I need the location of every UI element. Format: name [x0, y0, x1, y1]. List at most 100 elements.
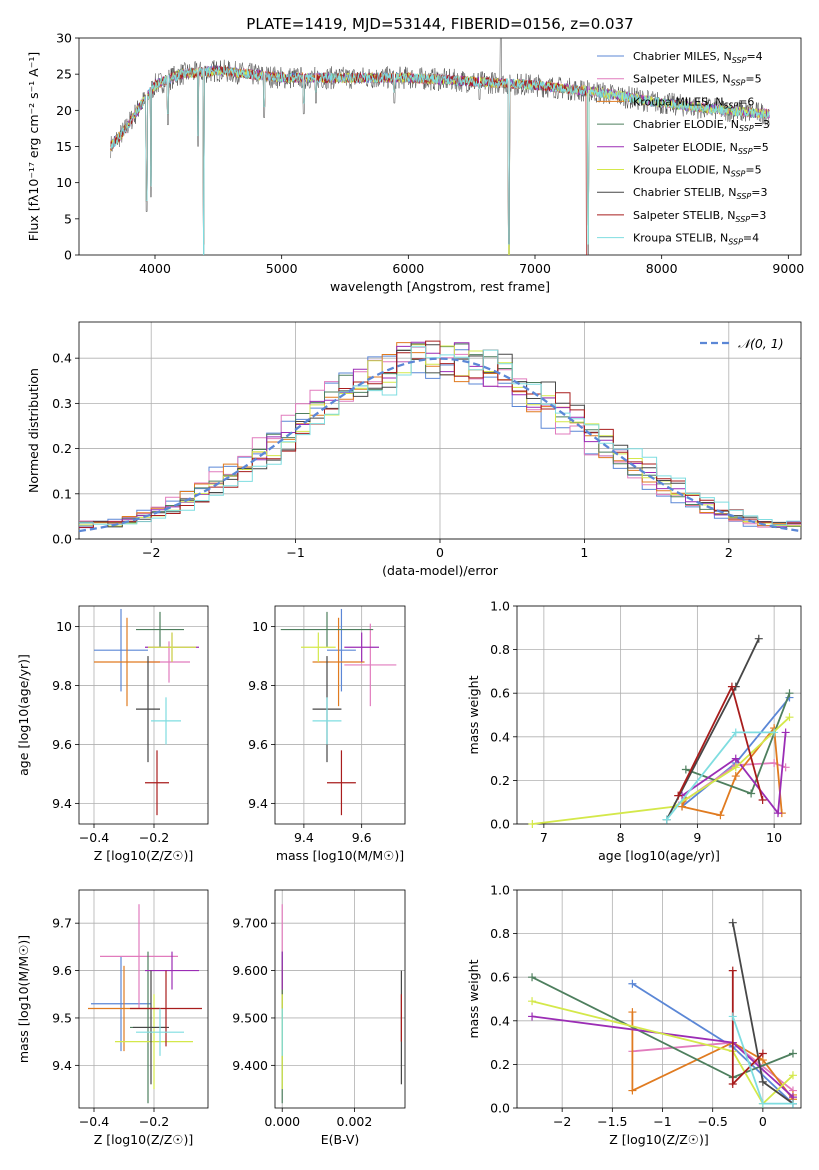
legend-entry: Chabrier STELIB, NSSP=3: [633, 186, 767, 201]
y-tick-label: 25: [56, 67, 72, 82]
normal-curve-line: [78, 357, 802, 533]
weight-series-line: [532, 716, 791, 825]
x-tick-label: 2: [725, 545, 733, 560]
mass_vs_EBV-axes: 0.000 0.002 9.400 9.500 9.600 9.700 E(B-V): [232, 889, 406, 1147]
x-tick-label: −0.5: [698, 1114, 728, 1129]
weight-point-marker: [716, 811, 725, 820]
y-tick-label: 0.1: [52, 486, 72, 501]
axes-frame: [516, 605, 802, 825]
y-tick-label: 0.3: [52, 396, 72, 411]
x-tick-label: −1: [653, 1114, 671, 1129]
weight-series-line: [531, 1000, 794, 1106]
y-tick-label: 0.4: [490, 729, 510, 744]
y-tick-label: 0.8: [490, 642, 510, 657]
weight-point-marker: [728, 1012, 737, 1021]
legend-entry-value: =5: [745, 164, 761, 177]
axes-frame: [274, 605, 406, 825]
y-axis-label: Flux [fλ10⁻¹⁷ erg cm⁻² s⁻¹ A⁻¹]: [26, 52, 41, 241]
weight-series-line: [681, 732, 787, 816]
x-tick-label: 10: [766, 830, 782, 845]
y-tick-label: 9.4: [52, 1058, 72, 1073]
legend-entry: Salpeter STELIB, NSSP=3: [633, 209, 766, 224]
y-axis-label: mass weight: [466, 959, 481, 1038]
legend-entry-sub: SSP: [723, 101, 738, 110]
legend-entry: Kroupa MILES, NSSP=6: [633, 95, 754, 110]
legend-entry-label: Salpeter MILES, N: [633, 73, 731, 86]
x-tick-label: 9: [693, 830, 701, 845]
x-tick-label: 6000: [392, 261, 424, 276]
weight-point-marker: [681, 765, 690, 774]
x-tick-label: 8000: [646, 261, 678, 276]
y-tick-label: 9.5: [52, 1010, 72, 1025]
y-tick-label: 9.8: [248, 678, 268, 693]
x-tick-label: −0.2: [139, 1114, 169, 1129]
legend-entry-value: =4: [743, 232, 759, 245]
legend-entry-sub: SSP: [739, 124, 754, 133]
weight-point-marker: [770, 728, 779, 737]
y-tick-label: 0.4: [490, 1013, 510, 1028]
weight-point-marker: [628, 1086, 637, 1095]
x-tick-label: 8: [617, 830, 625, 845]
weight-point-marker: [528, 997, 537, 1006]
weight-point-marker: [674, 791, 683, 800]
y-tick-label: 0.0: [52, 532, 72, 547]
legend-entry-sub: SSP: [735, 215, 750, 224]
x-tick-label: 9.6: [352, 830, 372, 845]
x-tick-label: 0: [759, 1114, 767, 1129]
y-tick-label: 10: [56, 619, 72, 634]
weight-point-marker: [747, 789, 756, 798]
y-tick-label: 30: [56, 31, 72, 46]
weight-point-marker: [727, 682, 736, 691]
y-axis-label: mass [log10(M/M☉)]: [16, 935, 31, 1063]
histogram-series-line: [79, 346, 801, 526]
mass_vs_Z-axes: −0.4 −0.2 9.4 9.5 9.6 9.7 Z [log10(Z/Z☉)] mass …: [16, 889, 209, 1147]
y-tick-label: 9.700: [232, 916, 268, 931]
y-tick-label: 0.2: [490, 773, 510, 788]
axes-frame: [516, 889, 802, 1109]
x-tick-label: −1: [286, 545, 304, 560]
x-tick-label: 0: [436, 545, 444, 560]
x-tick-label: 5000: [266, 261, 298, 276]
y-tick-label: 9.4: [248, 796, 268, 811]
weight_vs_Z-axes: −2 −1.5 −1 −0.5 0 0.0 0.2 0.4 0.6 0.8 1.0 Z [log10(…: [466, 883, 802, 1147]
y-tick-label: 9.6: [52, 737, 72, 752]
weight-point-marker: [788, 1071, 797, 1080]
weight-point-marker: [773, 809, 782, 818]
weight-point-marker: [758, 1049, 767, 1058]
y-tick-label: 0.6: [490, 686, 510, 701]
x-axis-label: Z [log10(Z/Z☉)]: [94, 1132, 194, 1147]
legend-entry: Kroupa STELIB, NSSP=4: [633, 232, 759, 247]
y-tick-label: 0.2: [490, 1057, 510, 1072]
weight-point-marker: [728, 966, 737, 975]
legend-entry: Salpeter ELODIE, NSSP=5: [633, 141, 769, 156]
y-tick-label: 9.6: [52, 963, 72, 978]
weight-point-marker: [758, 1099, 767, 1108]
axes-frame: [78, 37, 802, 256]
y-tick-label: 0.2: [52, 441, 72, 456]
y-tick-label: 0.4: [52, 351, 72, 366]
legend-entry-label: Salpeter ELODIE, N: [633, 141, 738, 154]
weight-point-marker: [728, 1080, 737, 1089]
legend-entry-label: Kroupa ELODIE, N: [633, 164, 731, 177]
legend-entry-value: =3: [750, 209, 766, 222]
weight-point-marker: [678, 802, 687, 811]
x-tick-label: 0.000: [264, 1114, 300, 1129]
y-tick-label: 1.0: [490, 599, 510, 614]
x-axis-label: Z [log10(Z/Z☉)]: [609, 1132, 709, 1147]
figure-title: PLATE=1419, MJD=53144, FIBERID=0156, z=0…: [246, 15, 633, 33]
legend-entry-value: =6: [738, 95, 754, 108]
y-tick-label: 9.7: [52, 916, 72, 931]
y-tick-label: 0.8: [490, 926, 510, 941]
weight-point-marker: [758, 796, 767, 805]
weight-point-marker: [731, 754, 740, 763]
legend-entry-value: =5: [745, 73, 761, 86]
y-axis-label: Normed distribution: [26, 368, 41, 493]
y-tick-label: 9.400: [232, 1058, 268, 1073]
panels: 4000 5000 6000 7000 8000 9000051015202530wave…: [16, 31, 804, 1148]
x-tick-label: 0.002: [337, 1114, 373, 1129]
legend-entry-value: =3: [754, 118, 770, 131]
y-tick-label: 9.8: [52, 678, 72, 693]
weight-point-marker: [528, 820, 537, 828]
